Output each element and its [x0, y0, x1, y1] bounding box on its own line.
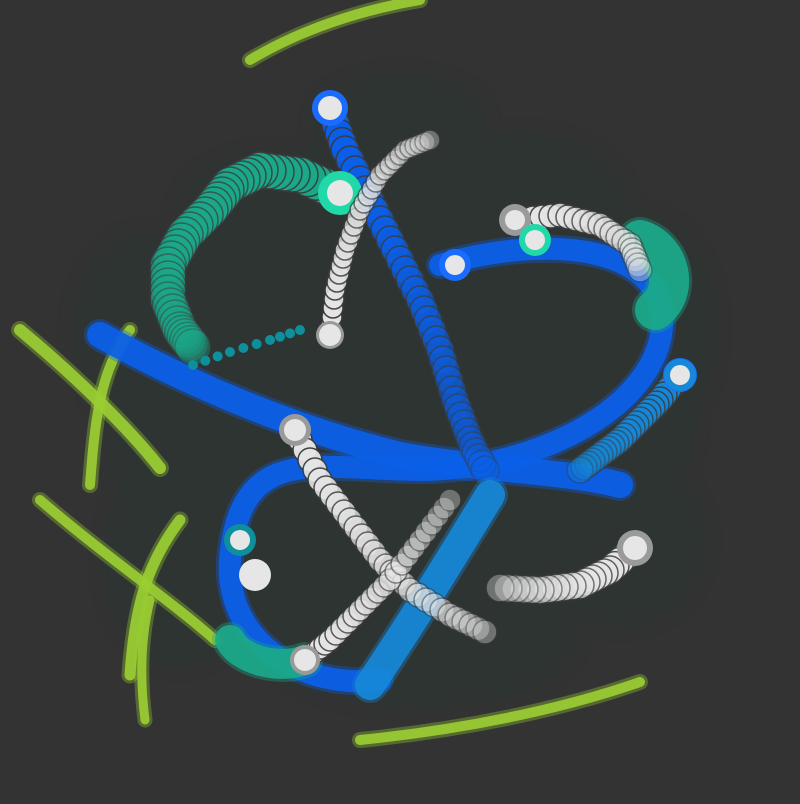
blue-trail-left	[84, 319, 636, 501]
blue-trail-vertical	[312, 90, 500, 485]
teal-trail-top-left	[149, 151, 362, 366]
lime-trail-left-3	[32, 492, 223, 648]
cyan-dotted-trail	[188, 325, 305, 370]
white-trail-vertical	[316, 129, 441, 349]
blue-trail-lower	[352, 477, 508, 703]
extra-head-1	[519, 224, 551, 256]
extra-head-0	[439, 249, 471, 281]
white-trail-top	[499, 202, 653, 283]
lime-trail-top	[242, 0, 428, 68]
extra-head-2	[664, 359, 696, 391]
lime-trail-bottom-3	[352, 674, 648, 748]
lime-trail-bottom-2	[134, 592, 158, 728]
extra-head-3	[224, 524, 256, 556]
lime-trail-bottom-1	[121, 511, 189, 684]
white-trail-lower-right	[485, 530, 653, 605]
extra-head-4	[239, 559, 271, 591]
white-trail-cross	[290, 488, 462, 675]
teal-trail-top-right	[617, 217, 693, 333]
white-trail-diagonal	[279, 414, 498, 645]
trails-layer	[11, 0, 697, 748]
blue-trail-right	[566, 358, 697, 484]
